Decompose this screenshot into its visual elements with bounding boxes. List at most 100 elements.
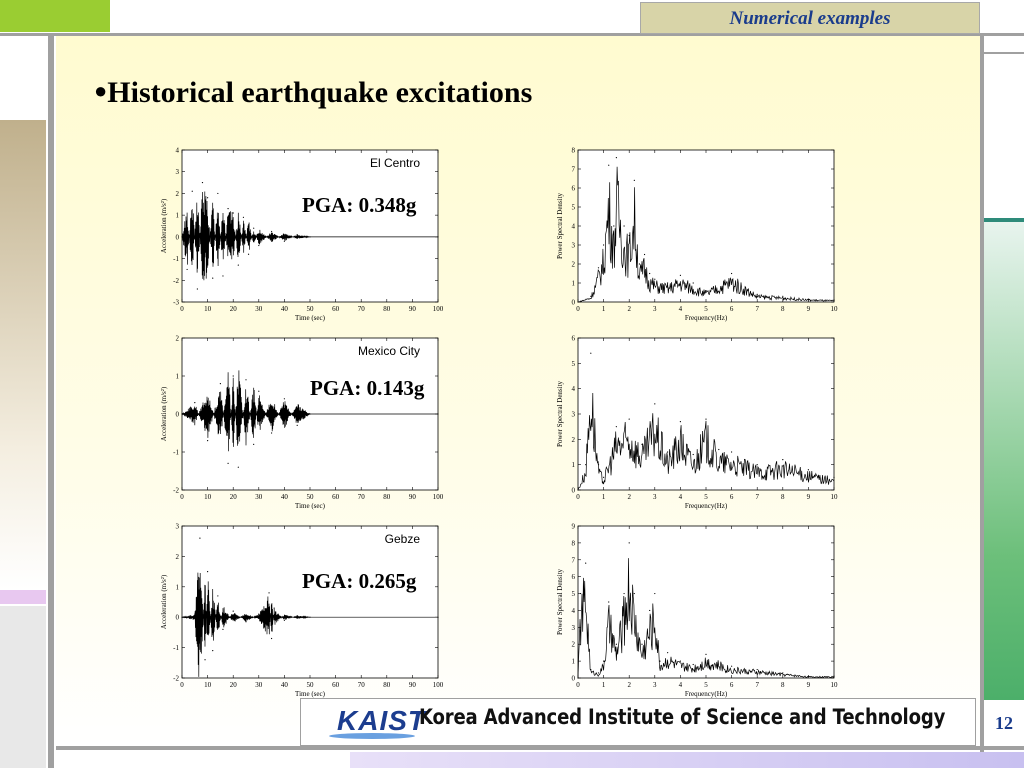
x-tick-label: 70 — [358, 681, 366, 689]
y-tick-label: -1 — [173, 644, 179, 652]
chart-el-centro-psd: 0 1 2 3 4 5 6 7 8 9 10 0 1 2 3 4 5 6 7 8 Frequency(Hz) Power … — [548, 142, 848, 335]
y-tick-label: 0 — [572, 675, 576, 683]
x-tick-label: 60 — [332, 493, 340, 501]
x-axis-label: Time (sec) — [295, 314, 326, 322]
y-tick-label: 2 — [572, 261, 576, 269]
right-green-panel — [984, 222, 1024, 700]
x-tick-label: 4 — [679, 305, 683, 313]
x-tick-label: 100 — [433, 681, 444, 689]
x-tick-label: 0 — [576, 493, 580, 501]
x-tick-label: 4 — [679, 493, 683, 501]
x-tick-label: 60 — [332, 305, 340, 313]
data-point — [437, 616, 439, 618]
data-point — [679, 421, 681, 423]
chart-title: Mexico City — [358, 344, 420, 358]
data-point — [628, 234, 630, 237]
x-tick-label: 6 — [730, 681, 734, 689]
x-tick-label: 90 — [409, 305, 417, 313]
frame-band-bottom — [56, 746, 1024, 750]
data-point — [207, 440, 209, 442]
x-tick-label: 70 — [358, 493, 366, 501]
data-point — [217, 595, 219, 597]
data-point — [217, 192, 219, 195]
data-point — [615, 643, 617, 645]
data-point — [204, 659, 206, 661]
x-tick-label: 8 — [781, 493, 785, 501]
data-point — [253, 443, 255, 445]
y-tick-label: 6 — [572, 335, 576, 343]
y-tick-label: 8 — [572, 147, 576, 155]
y-tick-label: -1 — [173, 255, 179, 263]
data-point — [692, 663, 694, 666]
data-point — [643, 253, 646, 256]
data-point — [641, 443, 643, 445]
x-axis-label: Time (sec) — [295, 690, 326, 698]
data-point — [196, 288, 198, 290]
data-point — [731, 272, 733, 275]
data-point — [590, 668, 592, 671]
data-point — [597, 267, 600, 269]
x-tick-label: 10 — [831, 493, 839, 501]
data-point — [271, 432, 273, 434]
page-number: 12 — [995, 713, 1013, 733]
data-point — [756, 464, 758, 466]
data-point — [247, 253, 250, 255]
pga-el-centro: PGA: 0.348g — [302, 193, 417, 217]
data-point — [659, 660, 661, 662]
data-point — [615, 426, 617, 428]
slide-title-text: Historical earthquake excitations — [107, 76, 533, 109]
x-tick-label: 0 — [180, 681, 184, 689]
data-point — [833, 476, 835, 478]
data-point — [237, 264, 239, 266]
y-tick-label: 1 — [176, 583, 180, 591]
chart-gebze-time: 0 10 20 30 40 50 60 70 80 90 100 -2 -1 0 1 2 3 Time (sec)… — [152, 518, 452, 711]
data-point — [654, 278, 656, 280]
y-tick-label: -2 — [173, 487, 179, 495]
chart-el-centro-time: 0 10 20 30 40 50 60 70 80 90 100 -3 -2 -1 0 1 2 3 4 Time (s… — [152, 142, 452, 335]
chart-el-centro-psd-svg: 0 1 2 3 4 5 6 7 8 9 10 0 1 2 3 4 5 6 7 8 Frequency(Hz) Power … — [556, 147, 839, 323]
y-tick-label: 2 — [176, 190, 180, 198]
y-tick-label: 5 — [572, 360, 576, 368]
data-point — [207, 571, 209, 573]
data-point — [782, 672, 784, 674]
chart-gebze-time-svg: 0 10 20 30 40 50 60 70 80 90 100 -2 -1 0 1 2 3 Time (sec)… — [160, 523, 444, 699]
y-tick-label: 6 — [572, 185, 576, 193]
x-axis-label: Frequency(Hz) — [685, 690, 728, 698]
data-point — [296, 424, 298, 426]
x-tick-label: 10 — [204, 493, 212, 501]
institution-name: Korea Advanced Institute of Science and … — [419, 705, 946, 729]
data-point — [623, 225, 625, 227]
x-tick-label: 30 — [255, 305, 262, 313]
y-tick-label: 6 — [572, 573, 576, 581]
x-tick-label: 20 — [230, 305, 238, 313]
x-tick-label: 2 — [627, 681, 631, 689]
data-point — [807, 675, 809, 677]
x-tick-label: 6 — [730, 305, 734, 313]
x-tick-label: 3 — [653, 493, 657, 501]
x-tick-label: 10 — [204, 305, 212, 313]
data-point — [242, 216, 245, 218]
y-tick-label: 9 — [572, 523, 576, 531]
y-tick-label: 4 — [176, 147, 180, 155]
x-tick-label: 40 — [281, 681, 289, 689]
y-axis-label: Power Spectral Density — [556, 568, 564, 635]
data-point — [194, 613, 196, 615]
data-point — [590, 352, 592, 354]
data-point — [237, 466, 239, 468]
x-tick-label: 0 — [180, 305, 184, 313]
y-tick-label: 3 — [176, 523, 180, 531]
x-axis-label: Time (sec) — [295, 502, 326, 510]
data-point — [227, 208, 229, 210]
y-tick-label: 5 — [572, 590, 576, 598]
data-point — [603, 476, 605, 478]
y-tick-label: 1 — [572, 658, 576, 666]
data-point — [633, 179, 635, 181]
y-tick-label: 3 — [176, 168, 180, 176]
bullet-icon: ● — [94, 78, 108, 103]
data-point — [807, 469, 809, 471]
y-tick-label: 0 — [572, 299, 576, 307]
y-tick-label: 1 — [572, 461, 576, 469]
plot-frame — [181, 525, 439, 679]
x-tick-label: 10 — [831, 305, 839, 313]
x-tick-label: 10 — [204, 681, 212, 689]
